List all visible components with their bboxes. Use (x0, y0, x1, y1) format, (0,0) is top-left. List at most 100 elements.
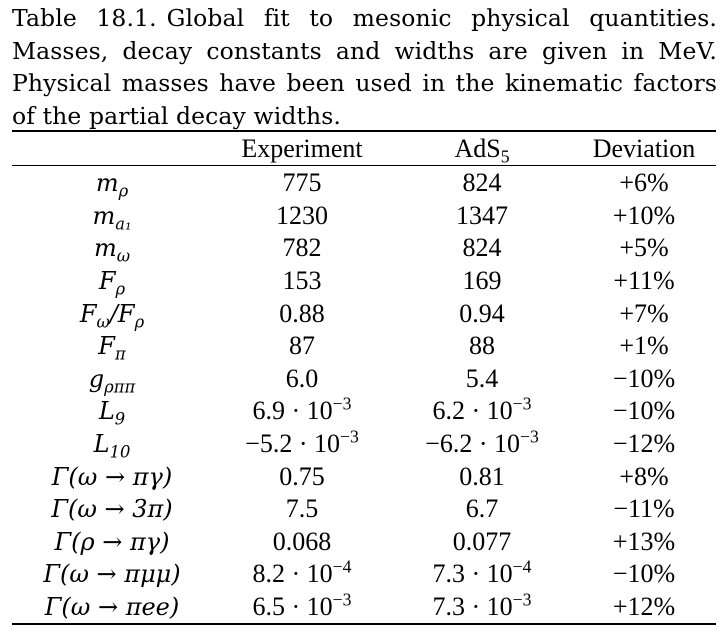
table-number: Table 18.1. (12, 4, 157, 32)
header-experiment: Experiment (241, 133, 363, 163)
quantity-symbol: F (98, 267, 116, 296)
quantity-symbol: F (79, 299, 97, 328)
cell-ads: 7.3 · 10−4 (392, 558, 572, 591)
experiment-value: 6.5 · 10 (252, 592, 333, 622)
fit-table: Experiment AdS5 Deviation mρ 775 824 +6% ma₁… (12, 132, 716, 623)
cell-experiment: 6.5 · 10−3 (212, 590, 392, 624)
quantity-symbol: Γ(ω → πee) (44, 593, 180, 622)
header-ads-subscript: 5 (500, 145, 510, 166)
ads-value: 0.81 (459, 461, 505, 491)
cell-ads: 0.94 (392, 297, 572, 330)
cell-experiment: 782 (212, 232, 392, 265)
quantity-subscript: ρ (115, 279, 126, 299)
cell-deviation: +10% (612, 200, 676, 230)
ads-exponent: −3 (512, 393, 532, 414)
ads-value: 0.94 (459, 298, 505, 328)
table-row: Fω/Fρ 0.88 0.94 +7% (12, 297, 716, 330)
table-row: gρππ 6.0 5.4 −10% (12, 363, 716, 396)
cell-experiment: 0.75 (212, 460, 392, 493)
cell-experiment: 6.0 (212, 363, 392, 396)
experiment-exponent: −3 (332, 393, 352, 414)
ads-exponent: −3 (512, 589, 532, 610)
header-row: Experiment AdS5 Deviation (12, 132, 716, 165)
table-row: mω 782 824 +5% (12, 232, 716, 267)
ads-value: 88 (469, 331, 495, 361)
quantity-subscript: ω (116, 247, 131, 267)
bottom-rule (12, 623, 716, 625)
ads-value: 6.2 · 10 (432, 396, 513, 426)
cell-experiment: 6.9 · 10−3 (212, 395, 392, 428)
ads-value: 6.7 (465, 494, 499, 524)
cell-quantity: Fπ (12, 330, 212, 364)
cell-deviation: +12% (612, 592, 676, 622)
cell-experiment: 1230 (212, 200, 392, 233)
cell-deviation: −10% (612, 363, 676, 393)
experiment-exponent: −3 (340, 426, 359, 447)
cell-quantity: Γ(ω → πμμ) (12, 558, 212, 591)
cell-ads: −6.2 · 10−3 (392, 426, 572, 461)
ads-value: −6.2 · 10 (425, 429, 520, 459)
cell-ads: 5.4 (392, 363, 572, 396)
quantity-subscript: a₁ (115, 214, 132, 234)
cell-ads: 6.7 (392, 493, 572, 526)
cell-experiment: 153 (212, 265, 392, 298)
cell-deviation: +7% (619, 298, 669, 328)
cell-quantity: Fρ (12, 265, 212, 299)
table-row: Γ(ω → πγ) 0.75 0.81 +8% (12, 460, 716, 493)
header-quantity (12, 132, 212, 165)
ads-value: 169 (462, 266, 502, 296)
table-row: Γ(ω → πμμ) 8.2 · 10−4 7.3 · 10−4 −10% (12, 558, 716, 591)
cell-deviation: −10% (612, 396, 676, 426)
table-row: Fρ 153 169 +11% (12, 265, 716, 299)
cell-deviation: +11% (613, 266, 675, 296)
cell-ads: 7.3 · 10−3 (392, 589, 572, 624)
cell-experiment: 7.5 (212, 493, 392, 526)
cell-quantity: mρ (12, 165, 212, 199)
cell-deviation: +1% (619, 331, 669, 361)
table-row: Γ(ρ → πγ) 0.068 0.077 +13% (12, 526, 716, 559)
cell-deviation: +5% (619, 233, 669, 263)
ads-exponent: −3 (520, 426, 539, 447)
quantity-symbol: m (95, 169, 119, 198)
header-rule (12, 165, 716, 166)
ads-value: 1347 (456, 200, 508, 230)
experiment-value: 0.75 (279, 461, 325, 491)
quantity-subscript: ω (96, 312, 110, 332)
quantity-tail-subscript: ρ (134, 312, 145, 332)
cell-ads: 88 (392, 330, 572, 363)
cell-quantity: Γ(ω → πee) (12, 591, 212, 624)
cell-deviation: −11% (613, 494, 675, 524)
quantity-symbol-tail: /F (109, 299, 135, 328)
quantity-symbol: Γ(ω → πμμ) (43, 560, 181, 589)
quantity-symbol: Γ(ω → πγ) (51, 462, 173, 491)
experiment-value: 87 (289, 331, 315, 361)
quantity-symbol: Γ(ρ → πγ) (54, 527, 170, 556)
cell-experiment: 775 (212, 165, 392, 200)
quantity-symbol: m (93, 234, 117, 263)
cell-quantity: ma₁ (12, 200, 212, 234)
table-row: L10 −5.2 · 10−3 −6.2 · 10−3 −12% (12, 426, 716, 461)
experiment-value: 775 (282, 168, 322, 198)
quantity-subscript: π (114, 344, 126, 364)
cell-ads: 1347 (392, 200, 572, 233)
cell-experiment: −5.2 · 10−3 (212, 426, 392, 461)
cell-quantity: Fω/Fρ (12, 297, 212, 330)
cell-ads: 824 (392, 165, 572, 200)
cell-deviation: +13% (612, 526, 676, 556)
quantity-symbol: L (98, 397, 115, 426)
table-row: Fπ 87 88 +1% (12, 330, 716, 364)
table-row: ma₁ 1230 1347 +10% (12, 200, 716, 234)
cell-experiment: 0.068 (212, 526, 392, 559)
experiment-value: 6.0 (285, 363, 319, 393)
cell-quantity: mω (12, 232, 212, 267)
cell-quantity: Γ(ω → 3π) (12, 493, 212, 526)
cell-ads: 169 (392, 265, 572, 298)
cell-experiment: 8.2 · 10−4 (212, 558, 392, 591)
quantity-symbol: L (93, 430, 110, 459)
ads-value: 7.3 · 10 (432, 559, 513, 589)
table-caption: Table 18.1. Global fit to mesonic physica… (12, 2, 717, 132)
cell-quantity: Γ(ρ → πγ) (12, 526, 212, 559)
ads-value: 5.4 (465, 363, 499, 393)
ads-value: 7.3 · 10 (432, 592, 513, 622)
